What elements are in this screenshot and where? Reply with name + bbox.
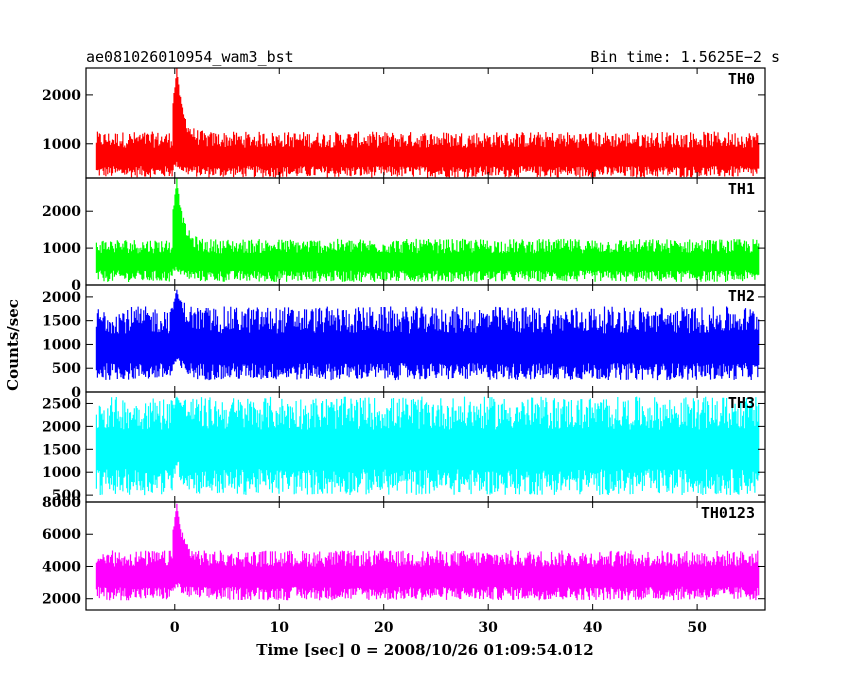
series-th2-line <box>95 289 760 381</box>
y-tick-label-th3: 1500 <box>42 442 81 458</box>
y-tick-label-th1: 0 <box>71 278 81 294</box>
bin-time-label: Bin time: 1.5625E−2 s <box>590 48 780 66</box>
panel-label-th3: TH3 <box>728 394 755 412</box>
x-axis-label: Time [sec] 0 = 2008/10/26 01:09:54.012 <box>256 641 593 659</box>
y-tick-label-th2: 2000 <box>42 290 81 306</box>
panel-label-th0: TH0 <box>728 70 755 88</box>
y-tick-label-th0123: 8000 <box>42 495 81 511</box>
y-tick-label-th3: 2000 <box>42 419 81 435</box>
panel-th0123-frame <box>85 501 766 611</box>
x-tick-label: 40 <box>583 620 603 636</box>
series-th1-line <box>95 178 760 282</box>
panel-label-th0123: TH0123 <box>701 504 755 522</box>
y-axis-label: Counts/sec <box>4 299 22 391</box>
series-th0-line <box>95 68 760 178</box>
y-tick-label-th2: 0 <box>71 385 81 401</box>
y-tick-label-th0123: 2000 <box>42 592 81 608</box>
x-tick-label: 30 <box>478 620 498 636</box>
y-tick-label-th3: 500 <box>52 488 81 504</box>
x-tick-label: 50 <box>687 620 707 636</box>
chart-title: ae081026010954_wam3_bst <box>86 48 294 66</box>
y-tick-label-th0: 2000 <box>42 88 81 104</box>
y-tick-label-th0123: 4000 <box>42 559 81 575</box>
y-tick-label-th0: 1000 <box>42 137 81 153</box>
panel-label-th1: TH1 <box>728 180 755 198</box>
y-tick-label-th3: 1000 <box>42 465 81 481</box>
x-tick-label: 20 <box>374 620 394 636</box>
panel-label-th2: TH2 <box>728 287 755 305</box>
x-tick-label: 10 <box>270 620 290 636</box>
series-th0123-line <box>95 503 760 601</box>
y-tick-label-th2: 500 <box>52 361 81 377</box>
series-th3-line <box>95 396 760 496</box>
y-tick-label-th2: 1000 <box>42 337 81 353</box>
y-tick-label-th0123: 6000 <box>42 527 81 543</box>
y-tick-label-th2: 1500 <box>42 314 81 330</box>
y-tick-label-th3: 2500 <box>42 396 81 412</box>
y-tick-label-th1: 1000 <box>42 241 81 257</box>
x-tick-label: 0 <box>170 620 180 636</box>
y-tick-label-th1: 2000 <box>42 204 81 220</box>
